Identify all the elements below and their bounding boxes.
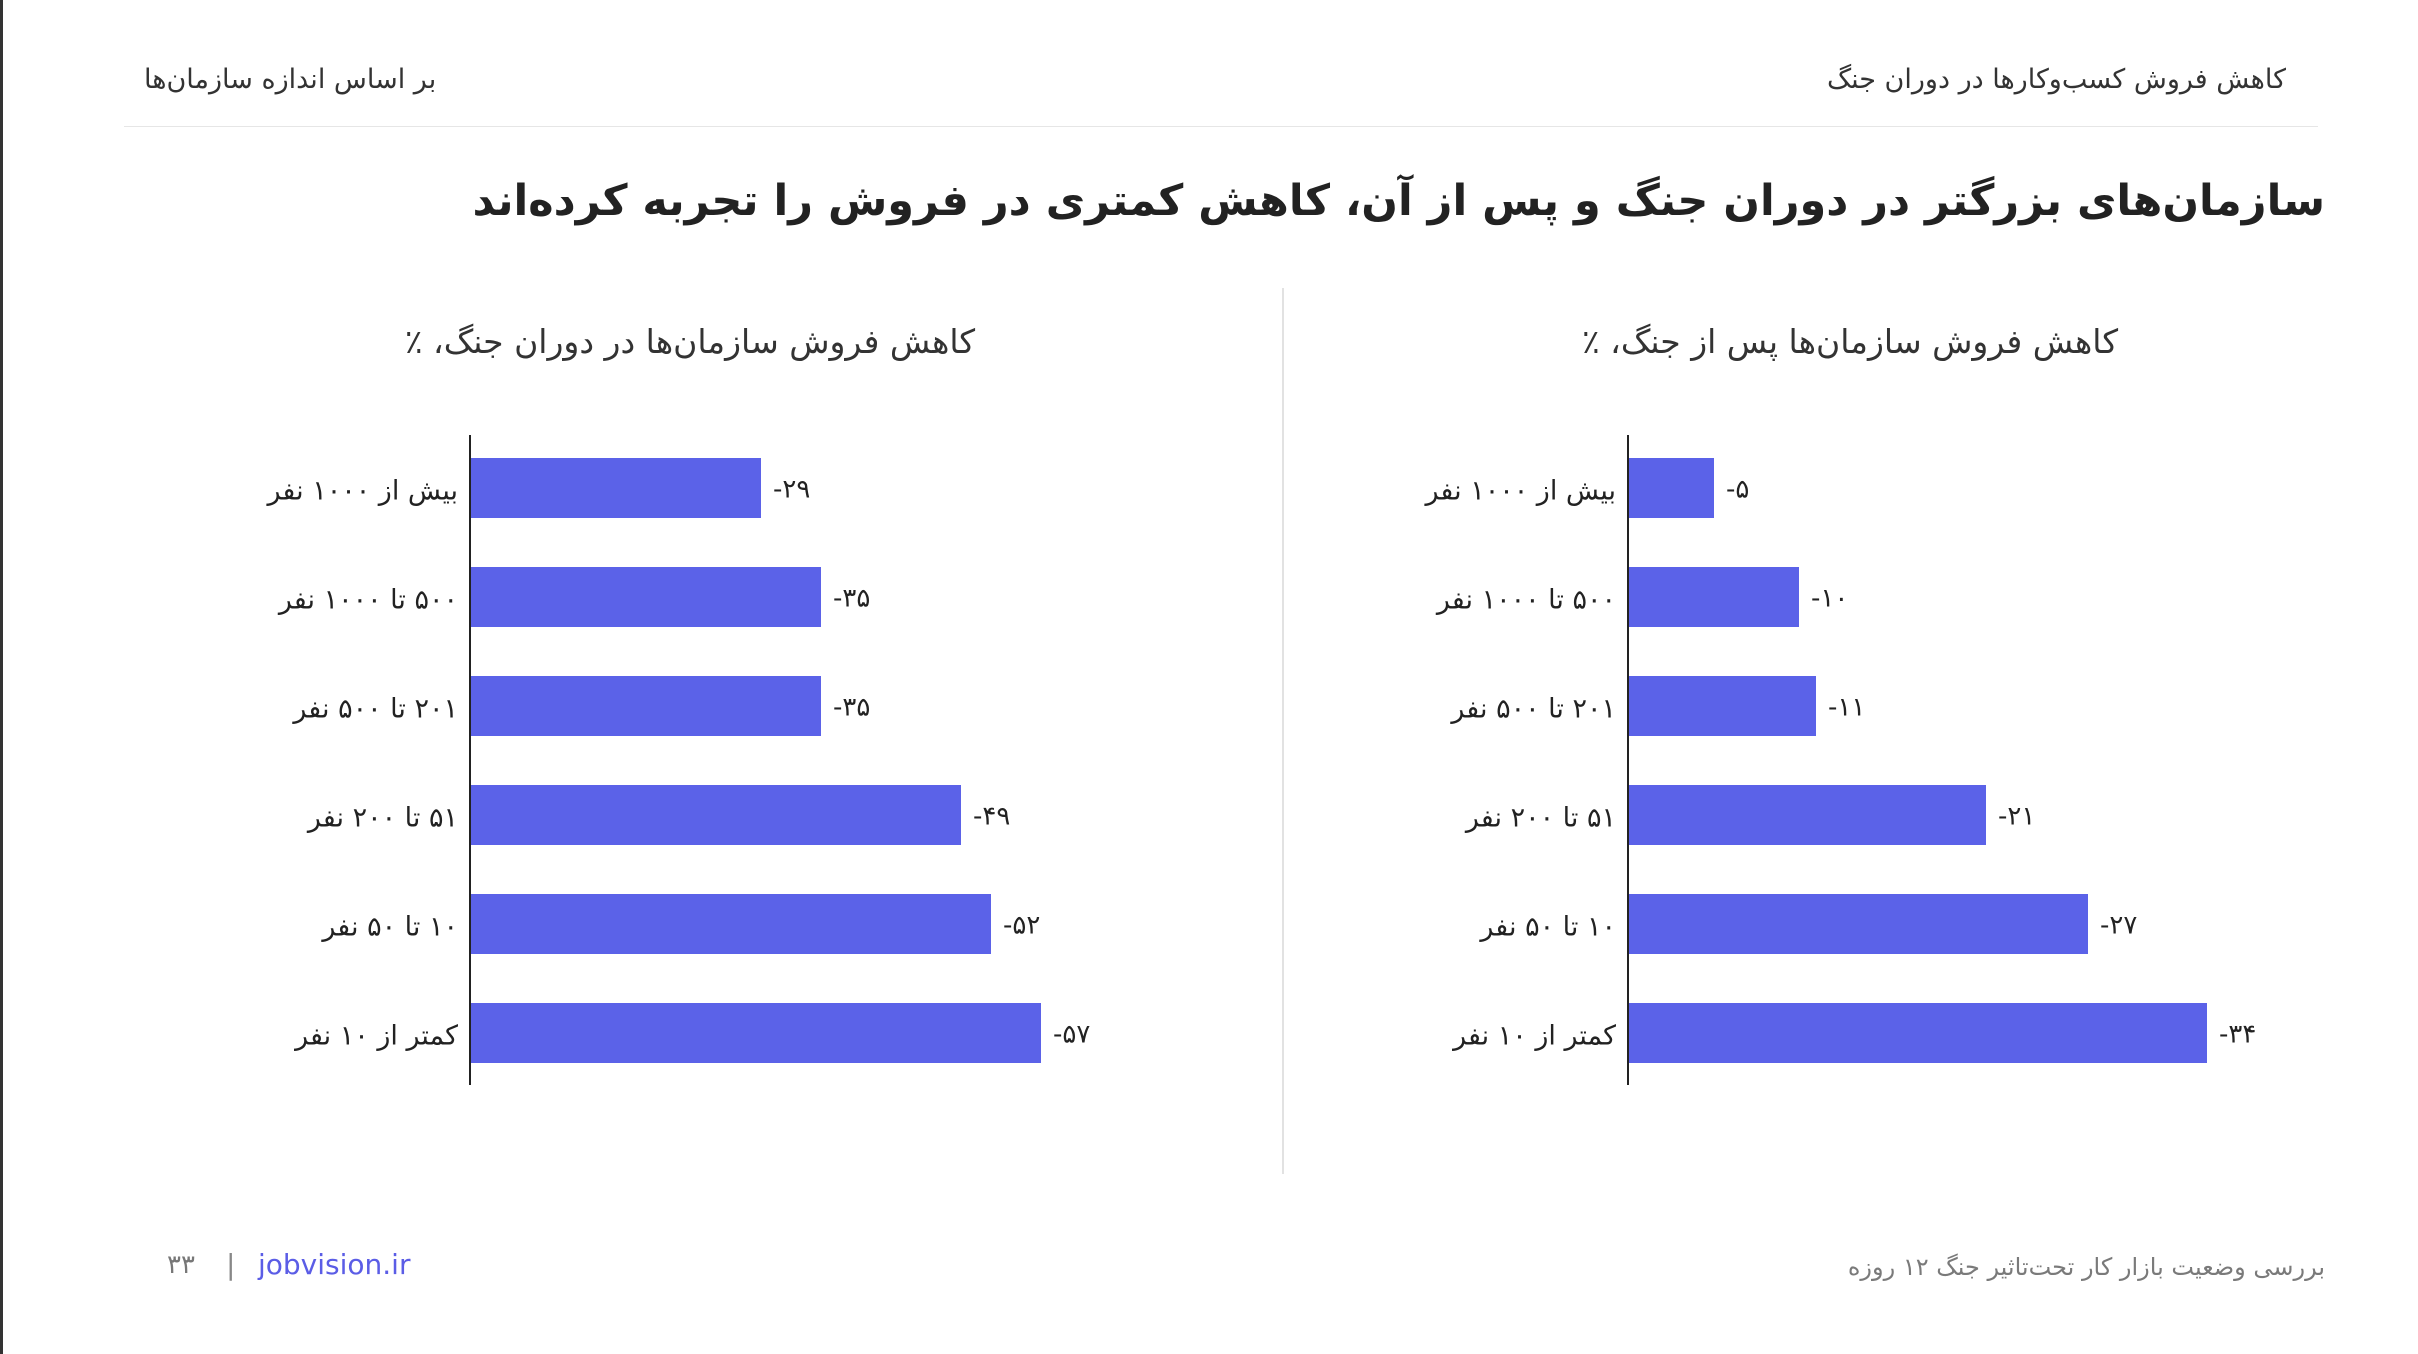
chart-after-value-label: -۵ xyxy=(1726,475,1749,505)
chart-after-category-label: ۵۰۰ تا ۱۰۰۰ نفر xyxy=(1435,585,1616,616)
chart-during-value-label: -۳۵ xyxy=(833,584,870,614)
chart-during-value-label: -۲۹ xyxy=(773,475,810,505)
chart-during-category-label: کمتر از ۱۰ نفر xyxy=(293,1021,458,1052)
chart-after-bar xyxy=(1629,1003,2207,1063)
chart-during-category-label: ۲۰۱ تا ۵۰۰ نفر xyxy=(291,694,458,725)
chart-during-category-label: ۵۰۰ تا ۱۰۰۰ نفر xyxy=(277,585,458,616)
chart-during-category-label: بیش از ۱۰۰۰ نفر xyxy=(266,476,458,507)
chart-after-value-label: -۱۰ xyxy=(1811,584,1848,614)
chart-during-value-label: -۵۲ xyxy=(1003,911,1040,941)
page-number: ۳۳ xyxy=(167,1250,195,1280)
chart-during-bar xyxy=(471,1003,1041,1063)
chart-title-during-war: کاهش فروش سازمان‌ها در دوران جنگ، ٪ xyxy=(404,322,976,361)
footer-source: بررسی وضعیت بازار کار تحت‌تاثیر جنگ ۱۲ ر… xyxy=(1847,1253,2325,1281)
report-title: کاهش فروش کسب‌وکارها در دوران جنگ xyxy=(1826,64,2286,95)
chart-after-value-label: -۲۷ xyxy=(2100,911,2137,941)
chart-during-category-label: ۱۰ تا ۵۰ نفر xyxy=(320,912,458,943)
chart-after-category-label: کمتر از ۱۰ نفر xyxy=(1451,1021,1616,1052)
chart-after-category-label: ۵۱ تا ۲۰۰ نفر xyxy=(1464,803,1616,834)
chart-after-bar xyxy=(1629,676,1816,736)
chart-during-value-label: -۴۹ xyxy=(973,802,1010,832)
chart-during-bar xyxy=(471,785,961,845)
chart-after-category-label: ۲۰۱ تا ۵۰۰ نفر xyxy=(1449,694,1616,725)
chart-during-value-label: -۵۷ xyxy=(1053,1020,1090,1050)
chart-after-bar xyxy=(1629,458,1714,518)
chart-during-bar xyxy=(471,676,821,736)
page-headline: سازمان‌های بزرگتر در دوران جنگ و پس از آ… xyxy=(472,176,2325,226)
chart-after-category-label: بیش از ۱۰۰۰ نفر xyxy=(1424,476,1616,507)
chart-after-value-label: -۲۱ xyxy=(1998,802,2035,832)
footer-separator: | xyxy=(226,1248,236,1281)
chart-after-category-label: ۱۰ تا ۵۰ نفر xyxy=(1478,912,1616,943)
chart-after-value-label: -۳۴ xyxy=(2219,1020,2256,1050)
chart-during-bar xyxy=(471,567,821,627)
chart-title-after-war: کاهش فروش سازمان‌ها پس از جنگ، ٪ xyxy=(1581,322,2119,361)
page-left-edge xyxy=(0,0,3,1354)
chart-during-category-label: ۵۱ تا ۲۰۰ نفر xyxy=(306,803,458,834)
chart-after-bar xyxy=(1629,894,2088,954)
chart-during-bar xyxy=(471,894,991,954)
footer-website-link[interactable]: jobvision.ir xyxy=(258,1248,411,1281)
chart-during-value-label: -۳۵ xyxy=(833,693,870,723)
charts-divider xyxy=(1282,288,1284,1174)
chart-during-bar xyxy=(471,458,761,518)
chart-after-value-label: -۱۱ xyxy=(1828,693,1865,723)
chart-after-bar xyxy=(1629,567,1799,627)
chart-after-bar xyxy=(1629,785,1986,845)
header-divider xyxy=(124,126,2318,127)
section-title: بر اساس اندازه سازمان‌ها xyxy=(144,64,437,95)
